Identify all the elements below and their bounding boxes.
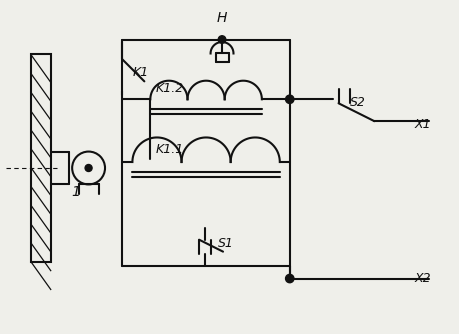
Text: S2: S2 [349,96,365,109]
Circle shape [285,95,294,104]
Bar [31,54,51,262]
Text: K1.1: K1.1 [155,143,184,156]
Text: 1: 1 [71,185,80,199]
Text: K1: K1 [132,66,149,79]
Text: K1.2: K1.2 [155,82,184,95]
Text: X2: X2 [414,272,431,285]
Circle shape [85,165,92,171]
Circle shape [285,274,294,283]
Text: S1: S1 [218,237,234,250]
Text: H: H [217,11,227,25]
Circle shape [218,36,226,43]
Text: X1: X1 [414,118,431,131]
